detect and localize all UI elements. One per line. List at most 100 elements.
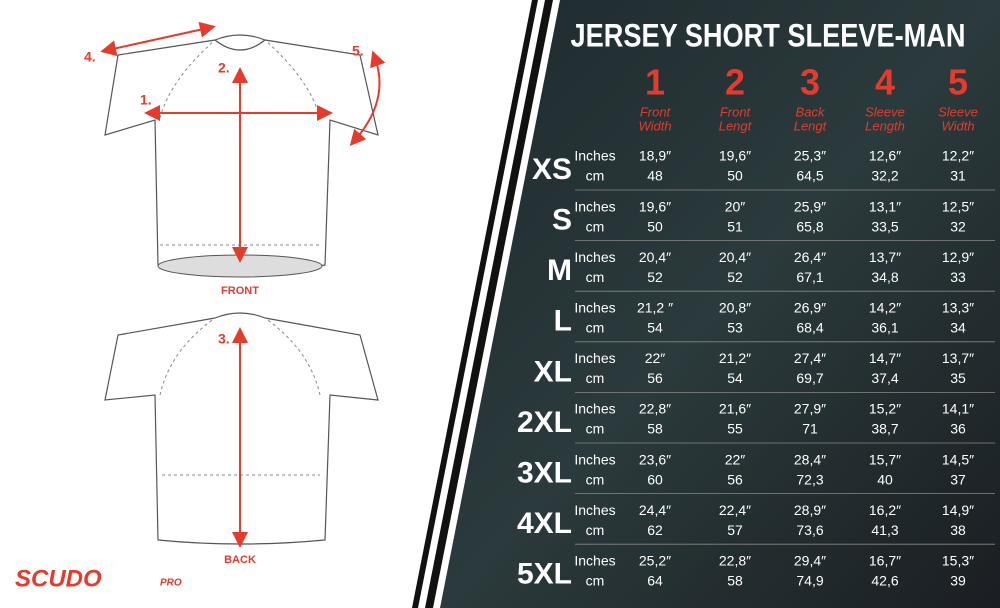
cell-cm: 54 (727, 370, 743, 386)
size-label: 2XL (517, 406, 572, 439)
size-label: L (554, 305, 572, 338)
cell-cm: 39 (950, 573, 966, 589)
unit-label: cm (586, 522, 605, 538)
column-name: Front (720, 104, 752, 119)
unit-label: Inches (574, 350, 615, 366)
cell-cm: 51 (727, 218, 743, 234)
cell-inches: 22,4″ (719, 502, 751, 518)
cell-inches: 12,9″ (942, 249, 974, 265)
cell-cm: 60 (647, 471, 663, 487)
unit-label: cm (586, 320, 605, 336)
cell-cm: 54 (647, 320, 663, 336)
brand-name: SCUDO (15, 565, 102, 592)
unit-label: Inches (574, 451, 615, 467)
cell-inches: 15,7″ (869, 451, 901, 467)
cell-cm: 64,5 (796, 168, 823, 184)
cell-inches: 24,4″ (639, 502, 671, 518)
column-name: Back (796, 104, 826, 119)
cell-inches: 28,4″ (794, 451, 826, 467)
unit-label: cm (586, 269, 605, 285)
cell-cm: 33,5 (871, 218, 898, 234)
column-number: 3 (800, 62, 820, 103)
cell-inches: 20,4″ (719, 249, 751, 265)
cell-inches: 14,5″ (942, 451, 974, 467)
cell-inches: 23,6″ (639, 451, 671, 467)
column-name: Lengt (794, 118, 828, 133)
cell-inches: 25,2″ (639, 553, 671, 569)
cell-inches: 16,2″ (869, 502, 901, 518)
brand-suffix: PRO (160, 578, 182, 589)
view-label: FRONT (221, 285, 259, 297)
cell-cm: 67,1 (796, 269, 823, 285)
measure-label: 1. (140, 92, 152, 108)
unit-label: cm (586, 370, 605, 386)
cell-cm: 31 (950, 168, 966, 184)
column-number: 5 (948, 62, 968, 103)
stripe (412, 0, 538, 608)
cell-cm: 48 (647, 168, 663, 184)
cell-inches: 22,8″ (639, 401, 671, 417)
unit-label: cm (586, 421, 605, 437)
cell-cm: 38,7 (871, 421, 898, 437)
cell-inches: 14,7″ (869, 350, 901, 366)
column-name: Length (865, 118, 905, 133)
cell-inches: 19,6″ (639, 198, 671, 214)
size-label: XS (532, 153, 572, 186)
measure-label: 2. (218, 60, 230, 76)
front-jersey (100, 21, 386, 278)
cell-inches: 18,9″ (639, 148, 671, 164)
cell-inches: 15,2″ (869, 401, 901, 417)
cell-inches: 14,2″ (869, 300, 901, 316)
unit-label: Inches (574, 249, 615, 265)
cell-cm: 37 (950, 471, 966, 487)
unit-label: Inches (574, 198, 615, 214)
cell-inches: 12,6″ (869, 148, 901, 164)
cell-cm: 50 (647, 218, 663, 234)
cell-cm: 58 (727, 573, 743, 589)
cell-inches: 25,9″ (794, 198, 826, 214)
column-name: Width (941, 118, 974, 133)
cell-inches: 25,3″ (794, 148, 826, 164)
column-number: 2 (725, 62, 745, 103)
size-label: XL (534, 355, 572, 388)
table-title: JERSEY SHORT SLEEVE-MAN (571, 17, 966, 53)
cell-cm: 57 (727, 522, 743, 538)
cell-cm: 68,4 (796, 320, 823, 336)
cell-inches: 13,3″ (942, 300, 974, 316)
view-label: BACK (224, 554, 256, 566)
size-label: S (552, 204, 572, 237)
cell-inches: 12,2″ (942, 148, 974, 164)
size-label: 3XL (517, 457, 572, 490)
cell-cm: 34,8 (871, 269, 898, 285)
cell-cm: 36,1 (871, 320, 898, 336)
cell-cm: 40 (877, 471, 893, 487)
column-name: Lengt (719, 118, 753, 133)
cell-cm: 53 (727, 320, 743, 336)
cell-cm: 37,4 (871, 370, 898, 386)
cell-cm: 62 (647, 522, 663, 538)
back-jersey (104, 312, 379, 548)
cell-cm: 73,6 (796, 522, 823, 538)
unit-label: Inches (574, 553, 615, 569)
cell-inches: 12,5″ (942, 198, 974, 214)
cell-inches: 22″ (725, 451, 746, 467)
cell-inches: 22,8″ (719, 553, 751, 569)
unit-label: cm (586, 471, 605, 487)
cell-cm: 32,2 (871, 168, 898, 184)
unit-label: Inches (574, 502, 615, 518)
cell-cm: 52 (647, 269, 663, 285)
cell-inches: 13,7″ (869, 249, 901, 265)
cell-inches: 13,1″ (869, 198, 901, 214)
cell-cm: 42,6 (871, 573, 898, 589)
stripe (425, 0, 553, 608)
size-label: 5XL (517, 558, 572, 591)
cell-inches: 16,7″ (869, 553, 901, 569)
cell-cm: 72,3 (796, 471, 823, 487)
cell-inches: 28,9″ (794, 502, 826, 518)
cell-cm: 74,9 (796, 573, 823, 589)
cell-inches: 15,3″ (942, 553, 974, 569)
cell-cm: 32 (950, 218, 966, 234)
cell-cm: 65,8 (796, 218, 823, 234)
cell-cm: 33 (950, 269, 966, 285)
